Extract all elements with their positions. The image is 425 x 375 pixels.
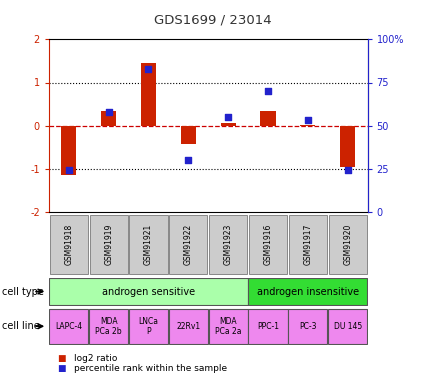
Text: GSM91919: GSM91919 — [104, 224, 113, 266]
Text: GSM91921: GSM91921 — [144, 224, 153, 266]
Point — [265, 88, 272, 94]
FancyBboxPatch shape — [169, 309, 208, 344]
Text: ■: ■ — [57, 354, 66, 363]
Point — [145, 66, 152, 72]
FancyBboxPatch shape — [90, 215, 128, 274]
Text: percentile rank within the sample: percentile rank within the sample — [74, 364, 227, 373]
Bar — [181, 126, 196, 144]
Text: LAPC-4: LAPC-4 — [55, 322, 82, 331]
FancyBboxPatch shape — [89, 309, 128, 344]
Text: GSM91917: GSM91917 — [303, 224, 312, 266]
Text: GSM91918: GSM91918 — [64, 224, 73, 266]
Text: ■: ■ — [57, 364, 66, 373]
Point — [304, 117, 311, 123]
Text: GSM91922: GSM91922 — [184, 224, 193, 266]
Text: 22Rv1: 22Rv1 — [176, 322, 201, 331]
Bar — [61, 126, 76, 175]
Point — [344, 168, 351, 174]
Bar — [261, 111, 275, 126]
FancyBboxPatch shape — [129, 309, 168, 344]
Text: GDS1699 / 23014: GDS1699 / 23014 — [154, 13, 271, 26]
FancyBboxPatch shape — [169, 215, 207, 274]
Bar — [340, 126, 355, 166]
FancyBboxPatch shape — [50, 215, 88, 274]
Text: PPC-1: PPC-1 — [257, 322, 279, 331]
FancyBboxPatch shape — [209, 215, 247, 274]
Text: PC-3: PC-3 — [299, 322, 317, 331]
FancyBboxPatch shape — [249, 215, 287, 274]
Point — [225, 114, 232, 120]
FancyBboxPatch shape — [129, 215, 167, 274]
Bar — [141, 63, 156, 126]
Text: LNCa
P: LNCa P — [139, 316, 159, 336]
Bar — [221, 123, 236, 126]
Text: log2 ratio: log2 ratio — [74, 354, 118, 363]
Point — [185, 157, 192, 163]
Text: androgen insensitive: androgen insensitive — [257, 286, 359, 297]
Bar — [300, 125, 315, 126]
Text: GSM91916: GSM91916 — [264, 224, 272, 266]
FancyBboxPatch shape — [289, 215, 327, 274]
FancyBboxPatch shape — [49, 309, 88, 344]
Text: DU 145: DU 145 — [334, 322, 362, 331]
Text: GSM91920: GSM91920 — [343, 224, 352, 266]
FancyBboxPatch shape — [249, 278, 367, 305]
FancyBboxPatch shape — [329, 215, 367, 274]
Text: cell type: cell type — [2, 286, 44, 297]
FancyBboxPatch shape — [288, 309, 327, 344]
FancyBboxPatch shape — [49, 278, 248, 305]
Text: androgen sensitive: androgen sensitive — [102, 286, 195, 297]
FancyBboxPatch shape — [328, 309, 367, 344]
Text: MDA
PCa 2b: MDA PCa 2b — [95, 316, 122, 336]
FancyBboxPatch shape — [249, 309, 288, 344]
Text: GSM91923: GSM91923 — [224, 224, 232, 266]
Bar — [101, 111, 116, 126]
Text: cell line: cell line — [2, 321, 40, 331]
Text: MDA
PCa 2a: MDA PCa 2a — [215, 316, 241, 336]
Point — [105, 109, 112, 115]
Point — [65, 168, 72, 174]
FancyBboxPatch shape — [209, 309, 248, 344]
